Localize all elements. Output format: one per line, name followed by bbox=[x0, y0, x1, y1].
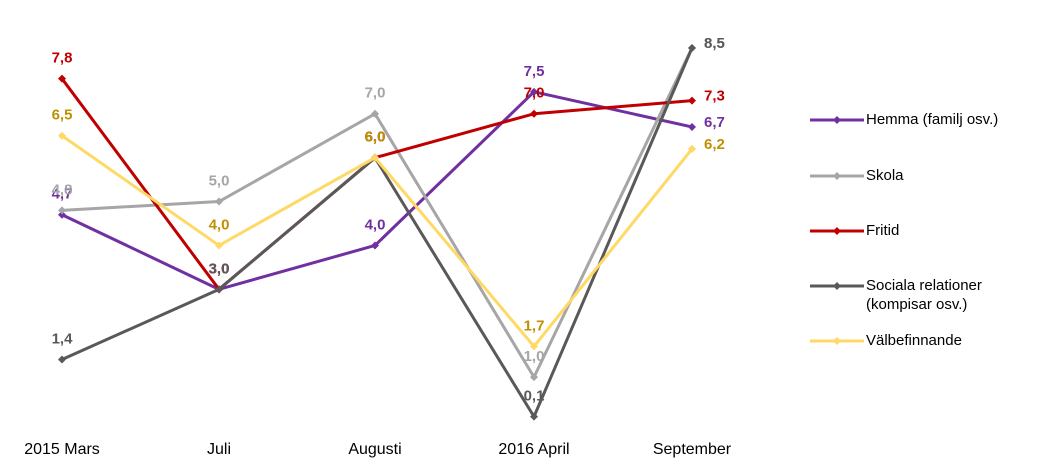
data-label: 5,0 bbox=[209, 173, 230, 190]
data-label: 7,0 bbox=[365, 85, 386, 102]
data-label: 1,0 bbox=[524, 348, 545, 365]
data-label: 6,5 bbox=[52, 107, 73, 124]
plot: 2015 Mars Juli Augusti 2016 April September 4… bbox=[24, 35, 732, 458]
marker bbox=[530, 412, 538, 421]
series-line bbox=[61, 90, 693, 291]
marker bbox=[688, 96, 696, 105]
marker bbox=[688, 144, 696, 153]
data-label: 3,0 bbox=[209, 260, 230, 277]
data-label: 7,0 bbox=[524, 85, 545, 102]
x-tick-label: 2015 Mars bbox=[24, 441, 100, 458]
marker bbox=[371, 241, 379, 250]
legend-swatch bbox=[810, 337, 864, 345]
data-label: 6,7 bbox=[704, 114, 725, 131]
x-tick-label: Augusti bbox=[348, 441, 401, 458]
legend-label: Skola bbox=[866, 167, 904, 184]
data-label: 3,0 bbox=[209, 260, 230, 277]
data-label: 4,0 bbox=[365, 216, 386, 233]
marker bbox=[530, 373, 538, 382]
legend-item: Skola bbox=[808, 166, 1042, 185]
marker bbox=[530, 109, 538, 118]
series-line bbox=[60, 77, 693, 291]
legend-swatch bbox=[810, 227, 864, 235]
marker bbox=[58, 74, 66, 83]
legend-item: Sociala relationer (kompisar osv.) bbox=[808, 276, 1042, 314]
x-tick-label: September bbox=[653, 441, 732, 458]
x-tick-label: Juli bbox=[207, 441, 231, 458]
legend-item: Hemma (familj osv.) bbox=[808, 110, 1042, 129]
legend-marker bbox=[833, 337, 841, 345]
marker bbox=[58, 131, 66, 140]
data-label: 1,4 bbox=[52, 331, 74, 348]
marker bbox=[530, 342, 538, 351]
marker bbox=[371, 153, 379, 162]
legend-marker bbox=[833, 227, 841, 235]
data-label: 1,7 bbox=[524, 317, 545, 334]
legend-item: Välbefinnande bbox=[808, 331, 1042, 350]
data-label: 6,0 bbox=[365, 129, 386, 146]
legend-swatch bbox=[810, 116, 864, 124]
marker bbox=[58, 210, 66, 219]
legend-marker bbox=[833, 172, 841, 180]
legend-label: Välbefinnande bbox=[866, 332, 962, 349]
marker bbox=[58, 206, 66, 215]
marker bbox=[215, 241, 223, 250]
legend-swatch bbox=[810, 172, 864, 180]
marker bbox=[215, 197, 223, 206]
marker bbox=[688, 122, 696, 131]
data-label: 6,2 bbox=[704, 136, 725, 153]
data-label: 8,5 bbox=[704, 35, 725, 52]
data-label: 6,0 bbox=[365, 129, 386, 146]
marker bbox=[371, 109, 379, 118]
marker bbox=[688, 43, 696, 52]
legend-label: Fritid bbox=[866, 222, 900, 239]
legend-item: Fritid bbox=[808, 221, 1042, 240]
legend-swatch bbox=[810, 282, 864, 290]
legend-label: Sociala relationer (kompisar osv.) bbox=[866, 277, 982, 313]
series-line bbox=[61, 134, 694, 348]
marker bbox=[58, 355, 66, 364]
marker bbox=[215, 285, 223, 294]
data-label: 7,3 bbox=[704, 88, 725, 105]
data-label: 0,1 bbox=[524, 388, 545, 405]
data-label: 7,5 bbox=[524, 63, 545, 80]
data-label: 7,8 bbox=[52, 50, 73, 67]
legend-label: Hemma (familj osv.) bbox=[866, 111, 999, 128]
legend-marker bbox=[833, 282, 841, 290]
x-tick-label: 2016 April bbox=[498, 441, 569, 458]
data-label: 4,0 bbox=[209, 216, 230, 233]
data-label: 8,5 bbox=[704, 35, 725, 52]
data-label: 4,8 bbox=[52, 181, 73, 198]
data-label: 6,0 bbox=[365, 129, 386, 146]
marker bbox=[530, 87, 538, 96]
data-label: 3,0 bbox=[209, 260, 230, 277]
legend-marker bbox=[833, 116, 841, 124]
data-label: 4,7 bbox=[52, 186, 73, 203]
